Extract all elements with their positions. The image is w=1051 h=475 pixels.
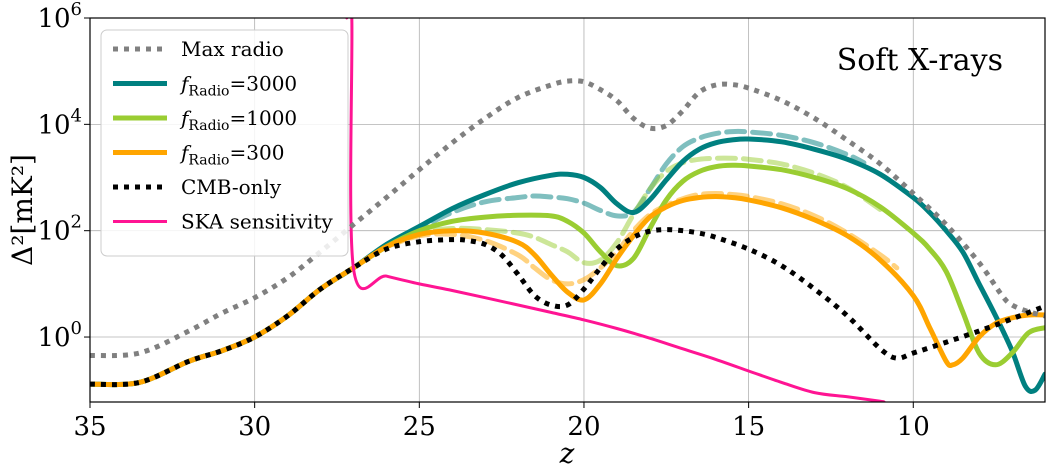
series-cmb-only-line xyxy=(90,227,1045,388)
x-tick-label-1: 30 xyxy=(238,412,271,442)
series-fradio-1000-dashed-line xyxy=(383,155,883,266)
x-tick-label-3: 20 xyxy=(567,412,600,442)
legend-label-cmb-only: CMB-only xyxy=(181,175,282,199)
x-tick-label-4: 15 xyxy=(732,412,765,442)
legend: Max radio fRadio=3000 fRadio=1000 fRadio=30… xyxy=(100,29,349,257)
legend-entry-fradio-300: fRadio=300 xyxy=(113,141,284,169)
legend-entry-cmb-only: CMB-only xyxy=(113,175,282,199)
series-fradio-300-line xyxy=(90,194,1045,388)
series-layer xyxy=(90,18,1045,402)
x-tick-label-0: 35 xyxy=(73,412,106,442)
legend-label-max-radio: Max radio xyxy=(181,37,284,61)
y-tick-label-3: 106 xyxy=(37,0,82,34)
x-tick-label-5: 10 xyxy=(897,412,930,442)
x-tick-label-2: 25 xyxy=(403,412,436,442)
axis-ticks: 35 30 25 20 15 10 100 102 104 106 xyxy=(37,0,929,442)
series-ska-sensitivity-line xyxy=(345,18,886,402)
y-axis-label: Δ²[mK²] xyxy=(6,154,39,266)
legend-label-fradio-3000: fRadio=3000 xyxy=(179,72,297,100)
series-max-radio-line xyxy=(90,78,1045,359)
legend-entry-max-radio: Max radio xyxy=(113,37,284,61)
legend-label-fradio-1000: fRadio=1000 xyxy=(179,106,297,134)
legend-box xyxy=(100,29,349,257)
y-tick-label-0: 100 xyxy=(37,318,82,353)
plot-frame xyxy=(89,17,1046,403)
legend-label-fradio-300: fRadio=300 xyxy=(179,141,284,169)
y-tick-label-2: 104 xyxy=(37,105,82,140)
legend-entry-fradio-3000: fRadio=3000 xyxy=(113,72,297,100)
legend-entry-fradio-1000: fRadio=1000 xyxy=(113,106,297,134)
y-tick-label-1: 102 xyxy=(37,212,82,247)
soft-xrays-annotation: Soft X-rays xyxy=(837,43,1003,78)
x-axis-label: z xyxy=(559,437,575,470)
legend-entry-ska-sensitivity: SKA sensitivity xyxy=(113,210,333,234)
legend-label-ska-sensitivity: SKA sensitivity xyxy=(181,210,333,234)
